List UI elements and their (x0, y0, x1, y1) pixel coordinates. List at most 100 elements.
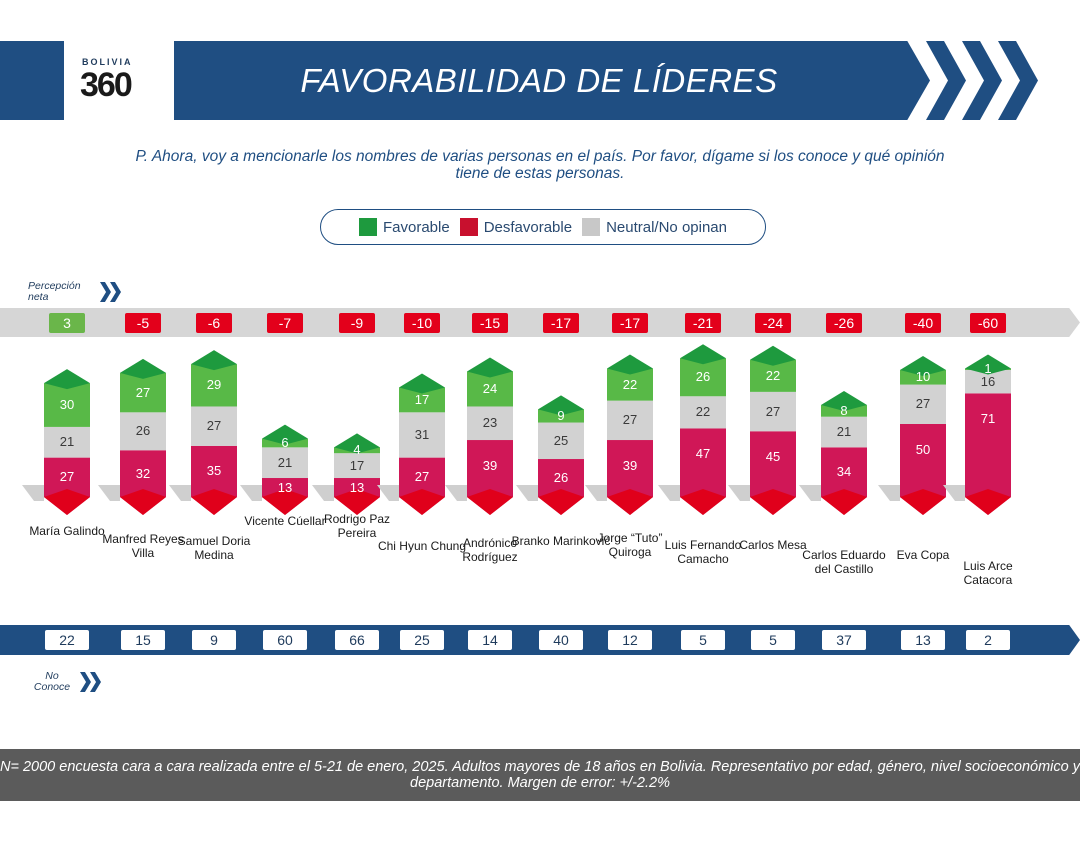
bar-tip (44, 489, 90, 515)
value-neutral: 16 (980, 373, 996, 389)
bar-favorable (191, 364, 237, 407)
bar-tip (965, 489, 1011, 515)
net-perception-value: -5 (125, 313, 161, 333)
candidate-name: Vicente Cúellar (244, 514, 326, 528)
value-favorable: 29 (206, 377, 222, 393)
net-perception-value: -60 (970, 313, 1006, 333)
net-perception-label: Percepción neta (28, 280, 81, 303)
bar-favorable (120, 372, 166, 413)
value-neutral: 23 (482, 415, 498, 431)
bar-tip (680, 489, 726, 515)
bar-tip (821, 489, 867, 515)
bar-favorable (900, 369, 946, 385)
bar-favorable (44, 383, 90, 427)
value-neutral: 25 (553, 432, 569, 448)
brand-number: 360 (80, 66, 133, 104)
value-favorable: 10 (915, 369, 931, 385)
net-perception-value: -10 (404, 313, 440, 333)
value-unfavorable: 45 (765, 449, 781, 465)
page-title: FAVORABILIDAD DE LÍDERES (300, 62, 778, 99)
bar-neutral (750, 391, 796, 432)
bar-cap (680, 344, 726, 365)
bar-cap (120, 358, 166, 379)
chart-legend: Favorable Desfavorable Neutral/No opinan (320, 209, 766, 245)
bar-shadow (98, 485, 120, 501)
no-conoce-value: 13 (901, 630, 945, 650)
legend-label: Favorable (382, 218, 450, 236)
candidate-name: Branko Marinković (511, 534, 611, 548)
candidate-name: Andrónico Rodríguez (462, 536, 518, 564)
value-unfavorable: 27 (59, 469, 75, 485)
bar-neutral (538, 422, 584, 460)
value-neutral: 21 (59, 434, 75, 450)
candidate-name: Jorge “Tuto” Quiroga (597, 531, 663, 559)
bar-cap (399, 373, 445, 394)
legend-swatch (582, 218, 601, 236)
no-conoce-value: 66 (335, 630, 379, 650)
net-perception-value: -15 (472, 313, 508, 333)
bar-favorable (680, 358, 726, 397)
no-conoce-value: 60 (263, 630, 307, 650)
value-unfavorable: 13 (277, 479, 293, 495)
bar-shadow (516, 485, 538, 501)
bar-neutral (965, 369, 1011, 394)
bar-unfavorable (900, 424, 946, 515)
no-conoce-value: 40 (539, 630, 583, 650)
value-favorable: 22 (622, 376, 638, 392)
value-unfavorable: 39 (622, 458, 638, 474)
no-conoce-value: 12 (608, 630, 652, 650)
bar-cap (467, 357, 513, 378)
value-neutral: 27 (765, 403, 781, 419)
value-favorable: 8 (840, 402, 848, 418)
value-favorable: 4 (353, 442, 361, 458)
no-conoce-value: 9 (192, 630, 236, 650)
candidate-name: Manfred Reyes Villa (102, 532, 184, 560)
net-perception-value: -6 (196, 313, 232, 333)
value-favorable: 1 (984, 361, 992, 377)
bar-shadow (878, 485, 900, 501)
bar-tip (467, 489, 513, 515)
value-favorable: 6 (281, 434, 289, 450)
bar-neutral (467, 406, 513, 441)
value-neutral: 27 (206, 418, 222, 434)
no-conoce-value: 25 (400, 630, 444, 650)
bar-tip (750, 489, 796, 515)
legend-label: Desfavorable (483, 218, 573, 236)
value-favorable: 22 (765, 367, 781, 383)
bar-cap (262, 424, 308, 445)
candidate-name: Carlos Mesa (739, 538, 807, 552)
bar-neutral (680, 396, 726, 429)
bar-shadow (169, 485, 191, 501)
value-neutral: 17 (349, 457, 365, 473)
bar-shadow (658, 485, 680, 501)
bar-tip (262, 489, 308, 515)
bar-cap (334, 433, 380, 454)
bar-neutral (399, 412, 445, 458)
no-conoce-label: No Conoce (33, 670, 71, 693)
value-neutral: 21 (836, 424, 852, 440)
legend-swatch (358, 218, 377, 236)
value-neutral: 22 (695, 404, 711, 420)
bar-cap (750, 345, 796, 366)
bar-tip (399, 489, 445, 515)
no-conoce-value: 5 (751, 630, 795, 650)
survey-question: P. Ahora, voy a mencionarle los nombres … (135, 148, 945, 182)
value-unfavorable: 32 (135, 465, 151, 481)
bar-cap (821, 391, 867, 412)
bar-cap (965, 354, 1011, 375)
value-favorable: 26 (695, 369, 711, 385)
legend-swatch (459, 218, 478, 236)
bar-cap (538, 395, 584, 416)
value-neutral: 27 (622, 412, 638, 428)
value-neutral: 27 (915, 396, 931, 412)
legend-item-unfavorable: Desfavorable (459, 218, 573, 236)
brand-logo (64, 41, 174, 120)
value-unfavorable: 39 (482, 458, 498, 474)
bar-shadow (312, 485, 334, 501)
value-neutral: 31 (414, 426, 430, 442)
candidate-name: María Galindo (29, 524, 105, 538)
bar-shadow (22, 485, 44, 501)
bar-neutral (191, 406, 237, 446)
no-conoce-value: 22 (45, 630, 89, 650)
